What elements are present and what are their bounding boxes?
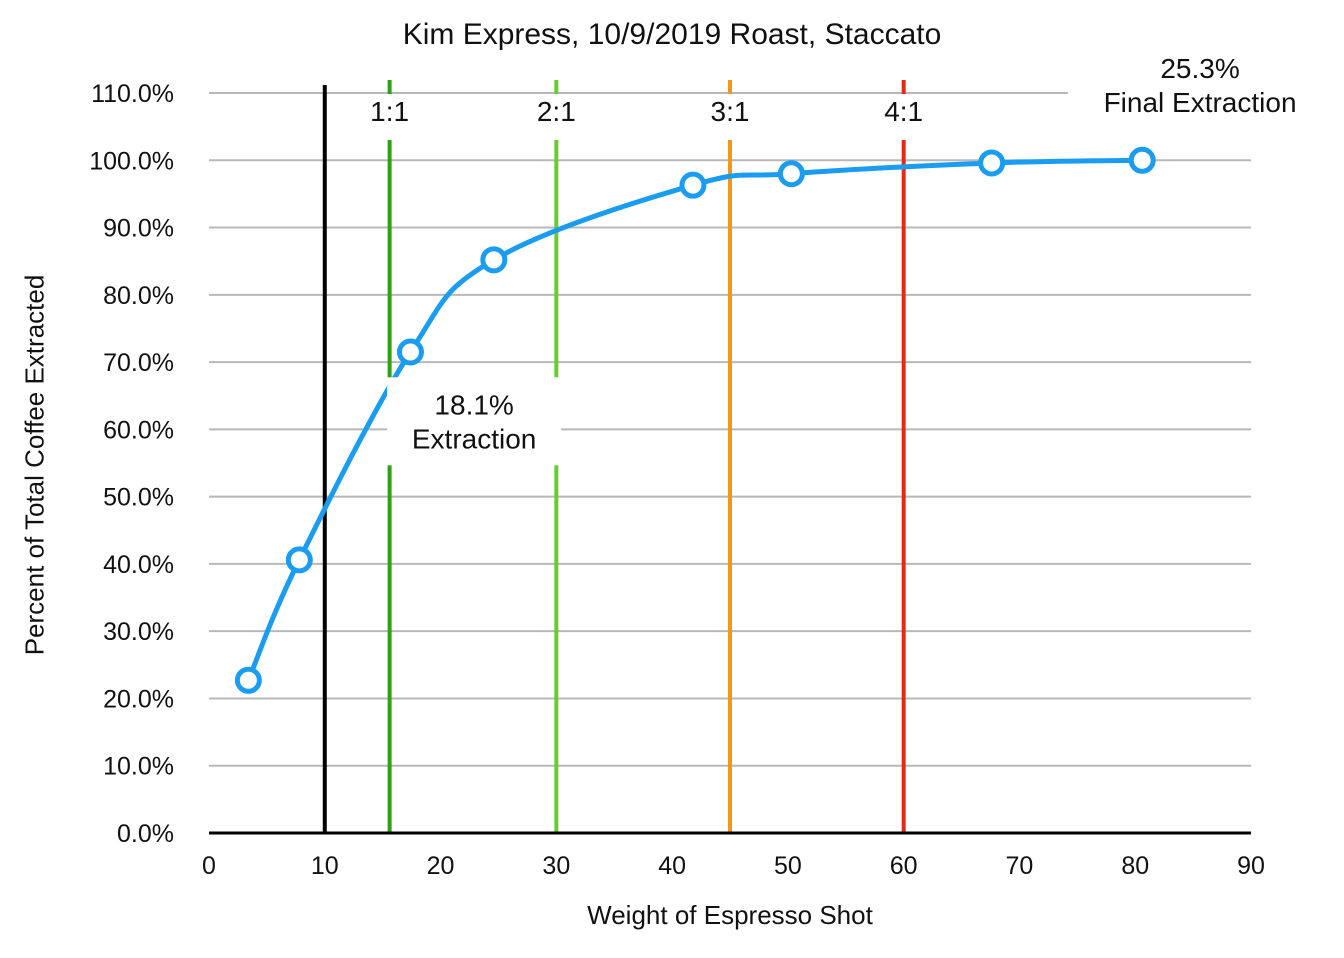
y-tick-label: 20.0%	[103, 685, 174, 713]
x-tick-label: 30	[542, 852, 570, 880]
annotation-text: Final Extraction	[1104, 87, 1297, 118]
y-tick-label: 100.0%	[89, 147, 174, 175]
x-tick-label: 60	[890, 852, 918, 880]
data-point	[679, 171, 707, 199]
y-tick-label: 90.0%	[103, 215, 174, 243]
x-tick-label: 90	[1237, 852, 1265, 880]
y-tick-label: 80.0%	[103, 282, 174, 310]
annotation-text: 25.3%	[1160, 53, 1239, 84]
data-point	[1128, 146, 1156, 174]
data-point	[480, 246, 508, 274]
data-point	[285, 546, 313, 574]
y-tick-label: 40.0%	[103, 551, 174, 579]
annotations: 18.1%Extraction 25.3%Final Extraction	[387, 40, 1333, 466]
x-tick-label: 70	[1006, 852, 1034, 880]
x-tick-label: 80	[1121, 852, 1149, 880]
y-tick-label: 110.0%	[91, 80, 174, 108]
y-tick-label: 50.0%	[103, 484, 174, 512]
x-tick-label: 10	[311, 852, 339, 880]
annotation-box	[387, 377, 562, 466]
annotation-box	[1068, 40, 1333, 129]
series-line	[245, 157, 1145, 683]
x-axis-label: Weight of Espresso Shot	[587, 900, 873, 930]
axes: 0.0% 10.0% 20.0% 30.0% 40.0% 50.0% 60.0% 70.0% 8…	[89, 80, 1265, 880]
chart-title: Kim Express, 10/9/2019 Roast, Staccato	[402, 18, 942, 51]
y-tick-label: 60.0%	[103, 416, 174, 444]
marker-label: 1:1	[370, 96, 409, 127]
y-tick-label: 70.0%	[103, 349, 174, 377]
marker-label-box	[874, 94, 933, 140]
annotation-text: Extraction	[412, 423, 537, 454]
y-tick-label: 30.0%	[103, 618, 174, 646]
data-point	[978, 149, 1006, 177]
x-tick-label: 20	[427, 852, 455, 880]
data-point	[777, 160, 805, 188]
ratio-markers: 1:1 2:1 3:1 4:1	[322, 80, 933, 833]
x-tick-label: 40	[658, 852, 686, 880]
annotation-text: 18.1%	[434, 389, 513, 420]
marker-label: 3:1	[711, 96, 750, 127]
data-point	[396, 338, 424, 366]
data-series	[234, 146, 1156, 694]
data-point	[234, 666, 262, 694]
marker-label: 4:1	[884, 96, 923, 127]
marker-label: 2:1	[537, 96, 576, 127]
marker-label-box	[527, 94, 586, 140]
marker-label-box	[701, 94, 759, 140]
y-tick-label: 0.0%	[117, 820, 174, 848]
x-tick-label: 50	[774, 852, 802, 880]
marker-label-box	[360, 94, 419, 140]
y-tick-label: 10.0%	[103, 753, 174, 781]
x-tick-label: 0	[202, 852, 216, 880]
